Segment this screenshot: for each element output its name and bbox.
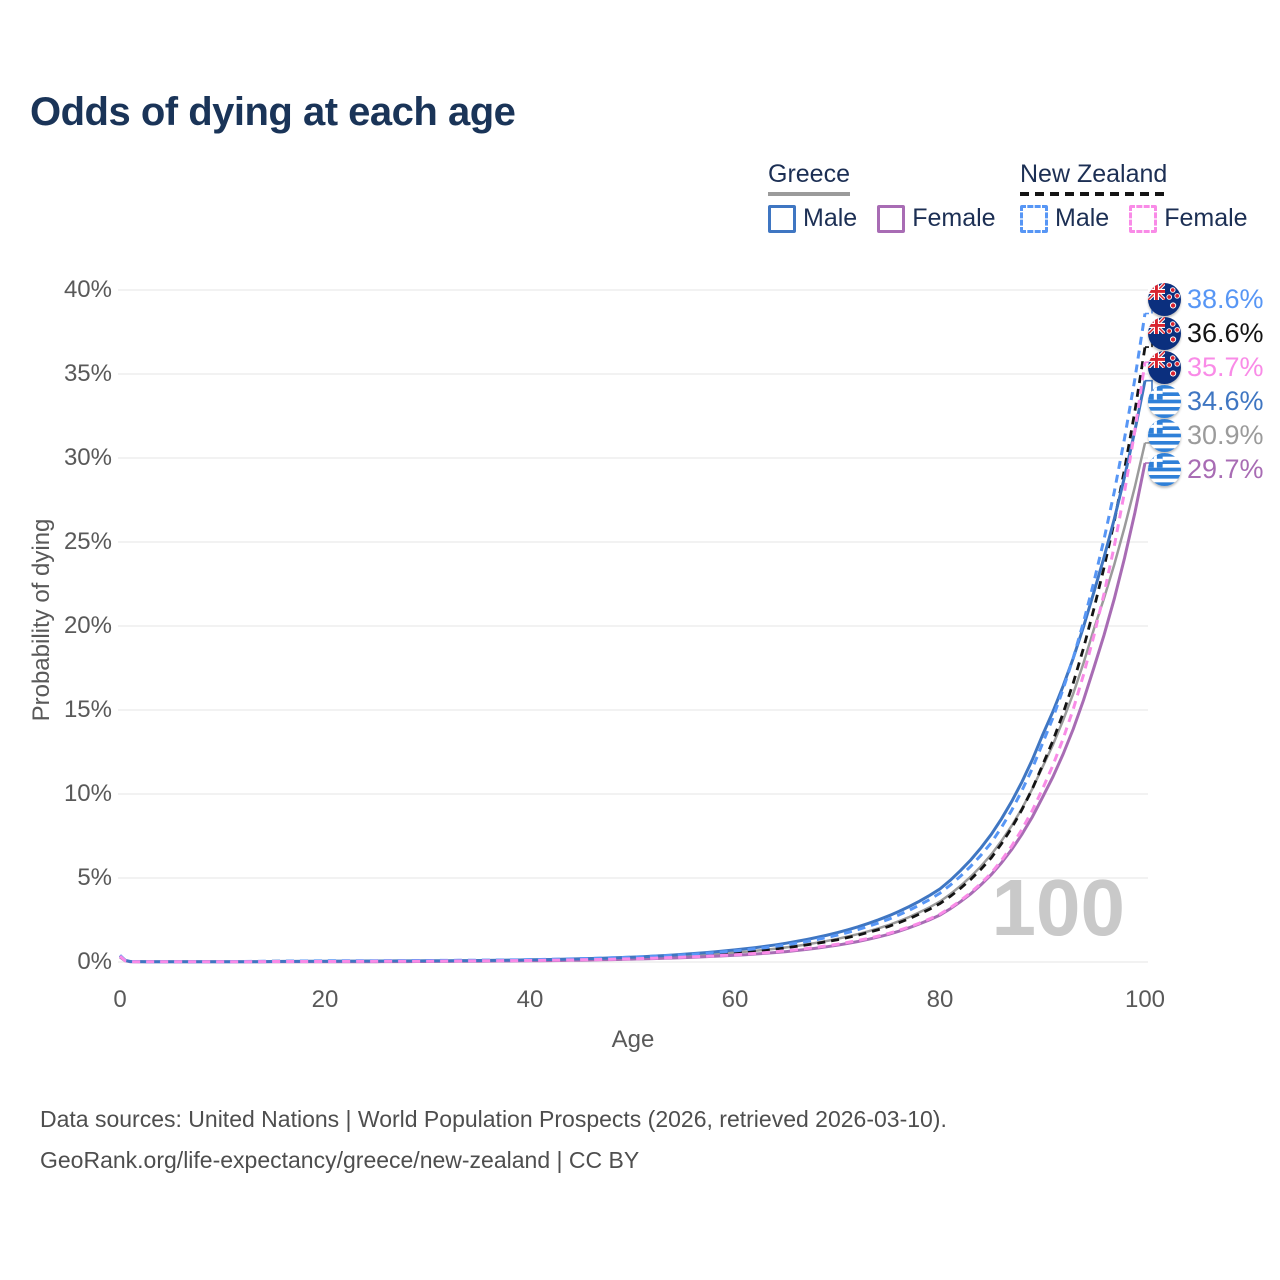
y-tick-35%: 35% — [63, 360, 112, 387]
legend-swatch-nz-male — [1020, 204, 1048, 233]
greece-flag-icon — [1148, 453, 1181, 487]
end-label-nz_female: 35.7% — [1148, 351, 1264, 385]
y-tick-0%: 0% — [77, 948, 112, 975]
legend-item-nz-male[interactable]: Male — [1020, 204, 1109, 233]
legend-country-new-zealand: New Zealand — [1020, 160, 1168, 196]
attribution-text: GeoRank.org/life-expectancy/greece/new-z… — [40, 1147, 640, 1173]
legend-label-greece-male: Male — [803, 204, 858, 232]
legend-swatch-greece-male — [768, 204, 796, 233]
nz-flag-icon — [1148, 317, 1181, 351]
y-tick-5%: 5% — [77, 864, 112, 891]
y-tick-25%: 25% — [63, 528, 112, 555]
end-value-greece_female: 29.7% — [1187, 454, 1264, 485]
legend-swatch-greece-female — [877, 204, 906, 233]
end-value-greece_all: 30.9% — [1187, 420, 1264, 451]
nz-flag-icon — [1148, 283, 1181, 317]
x-tick-60: 60 — [721, 986, 749, 1013]
end-value-greece_male: 34.6% — [1187, 386, 1264, 417]
greece-flag-icon — [1148, 419, 1181, 453]
end-label-nz_male: 38.6% — [1148, 283, 1264, 317]
line-nz_all — [119, 346, 1147, 964]
y-tick-20%: 20% — [63, 612, 112, 639]
legend-underline-solid — [768, 192, 850, 196]
y-axis-title: Probability of dying — [28, 518, 55, 722]
end-label-greece_male: 34.6% — [1148, 385, 1264, 419]
end-value-nz_female: 35.7% — [1187, 352, 1264, 383]
end-label-greece_all: 30.9% — [1148, 419, 1264, 453]
x-axis-title: Age — [611, 1026, 655, 1053]
legend-label-nz-female: Female — [1164, 204, 1248, 232]
y-tick-40%: 40% — [63, 276, 112, 303]
legend-country-greece-label: Greece — [768, 160, 850, 188]
legend-label-greece-female: Female — [912, 204, 996, 232]
age-watermark: 100 — [991, 863, 1125, 952]
x-tick-20: 20 — [311, 986, 339, 1013]
legend-item-nz-female[interactable]: Female — [1129, 204, 1248, 233]
y-tick-10%: 10% — [63, 780, 112, 807]
legend-group-greece: Greece Male Female — [768, 160, 996, 233]
legend-swatch-nz-female — [1129, 204, 1158, 233]
greece-flag-icon — [1148, 385, 1181, 419]
page-title: Odds of dying at each age — [30, 90, 516, 134]
legend-label-nz-male: Male — [1055, 204, 1110, 232]
end-label-nz_all: 36.6% — [1148, 317, 1264, 351]
x-tick-100: 100 — [1124, 986, 1166, 1013]
end-value-nz_all: 36.6% — [1187, 318, 1264, 349]
legend-country-new-zealand-label: New Zealand — [1020, 160, 1168, 188]
end-label-greece_female: 29.7% — [1148, 453, 1264, 487]
line-greece_female — [119, 462, 1147, 964]
end-value-nz_male: 38.6% — [1187, 284, 1264, 315]
data-sources-text: Data sources: United Nations | World Pop… — [40, 1106, 947, 1132]
legend-underline-dashed — [1020, 192, 1168, 196]
connector-nz_all — [1145, 333, 1153, 348]
line-greece_all — [119, 442, 1147, 964]
x-tick-0: 0 — [113, 986, 127, 1013]
legend-country-greece: Greece — [768, 160, 850, 196]
legend-item-greece-male[interactable]: Male — [768, 204, 857, 233]
x-tick-80: 80 — [926, 986, 954, 1013]
nz-flag-icon — [1148, 351, 1181, 385]
line-nz_female — [119, 361, 1147, 964]
legend-item-greece-female[interactable]: Female — [877, 204, 996, 233]
line-nz_male — [118, 313, 1147, 964]
legend-group-new-zealand: New Zealand Male Female — [1020, 160, 1248, 233]
y-tick-15%: 15% — [63, 696, 112, 723]
y-tick-30%: 30% — [63, 444, 112, 471]
x-tick-40: 40 — [516, 986, 544, 1013]
